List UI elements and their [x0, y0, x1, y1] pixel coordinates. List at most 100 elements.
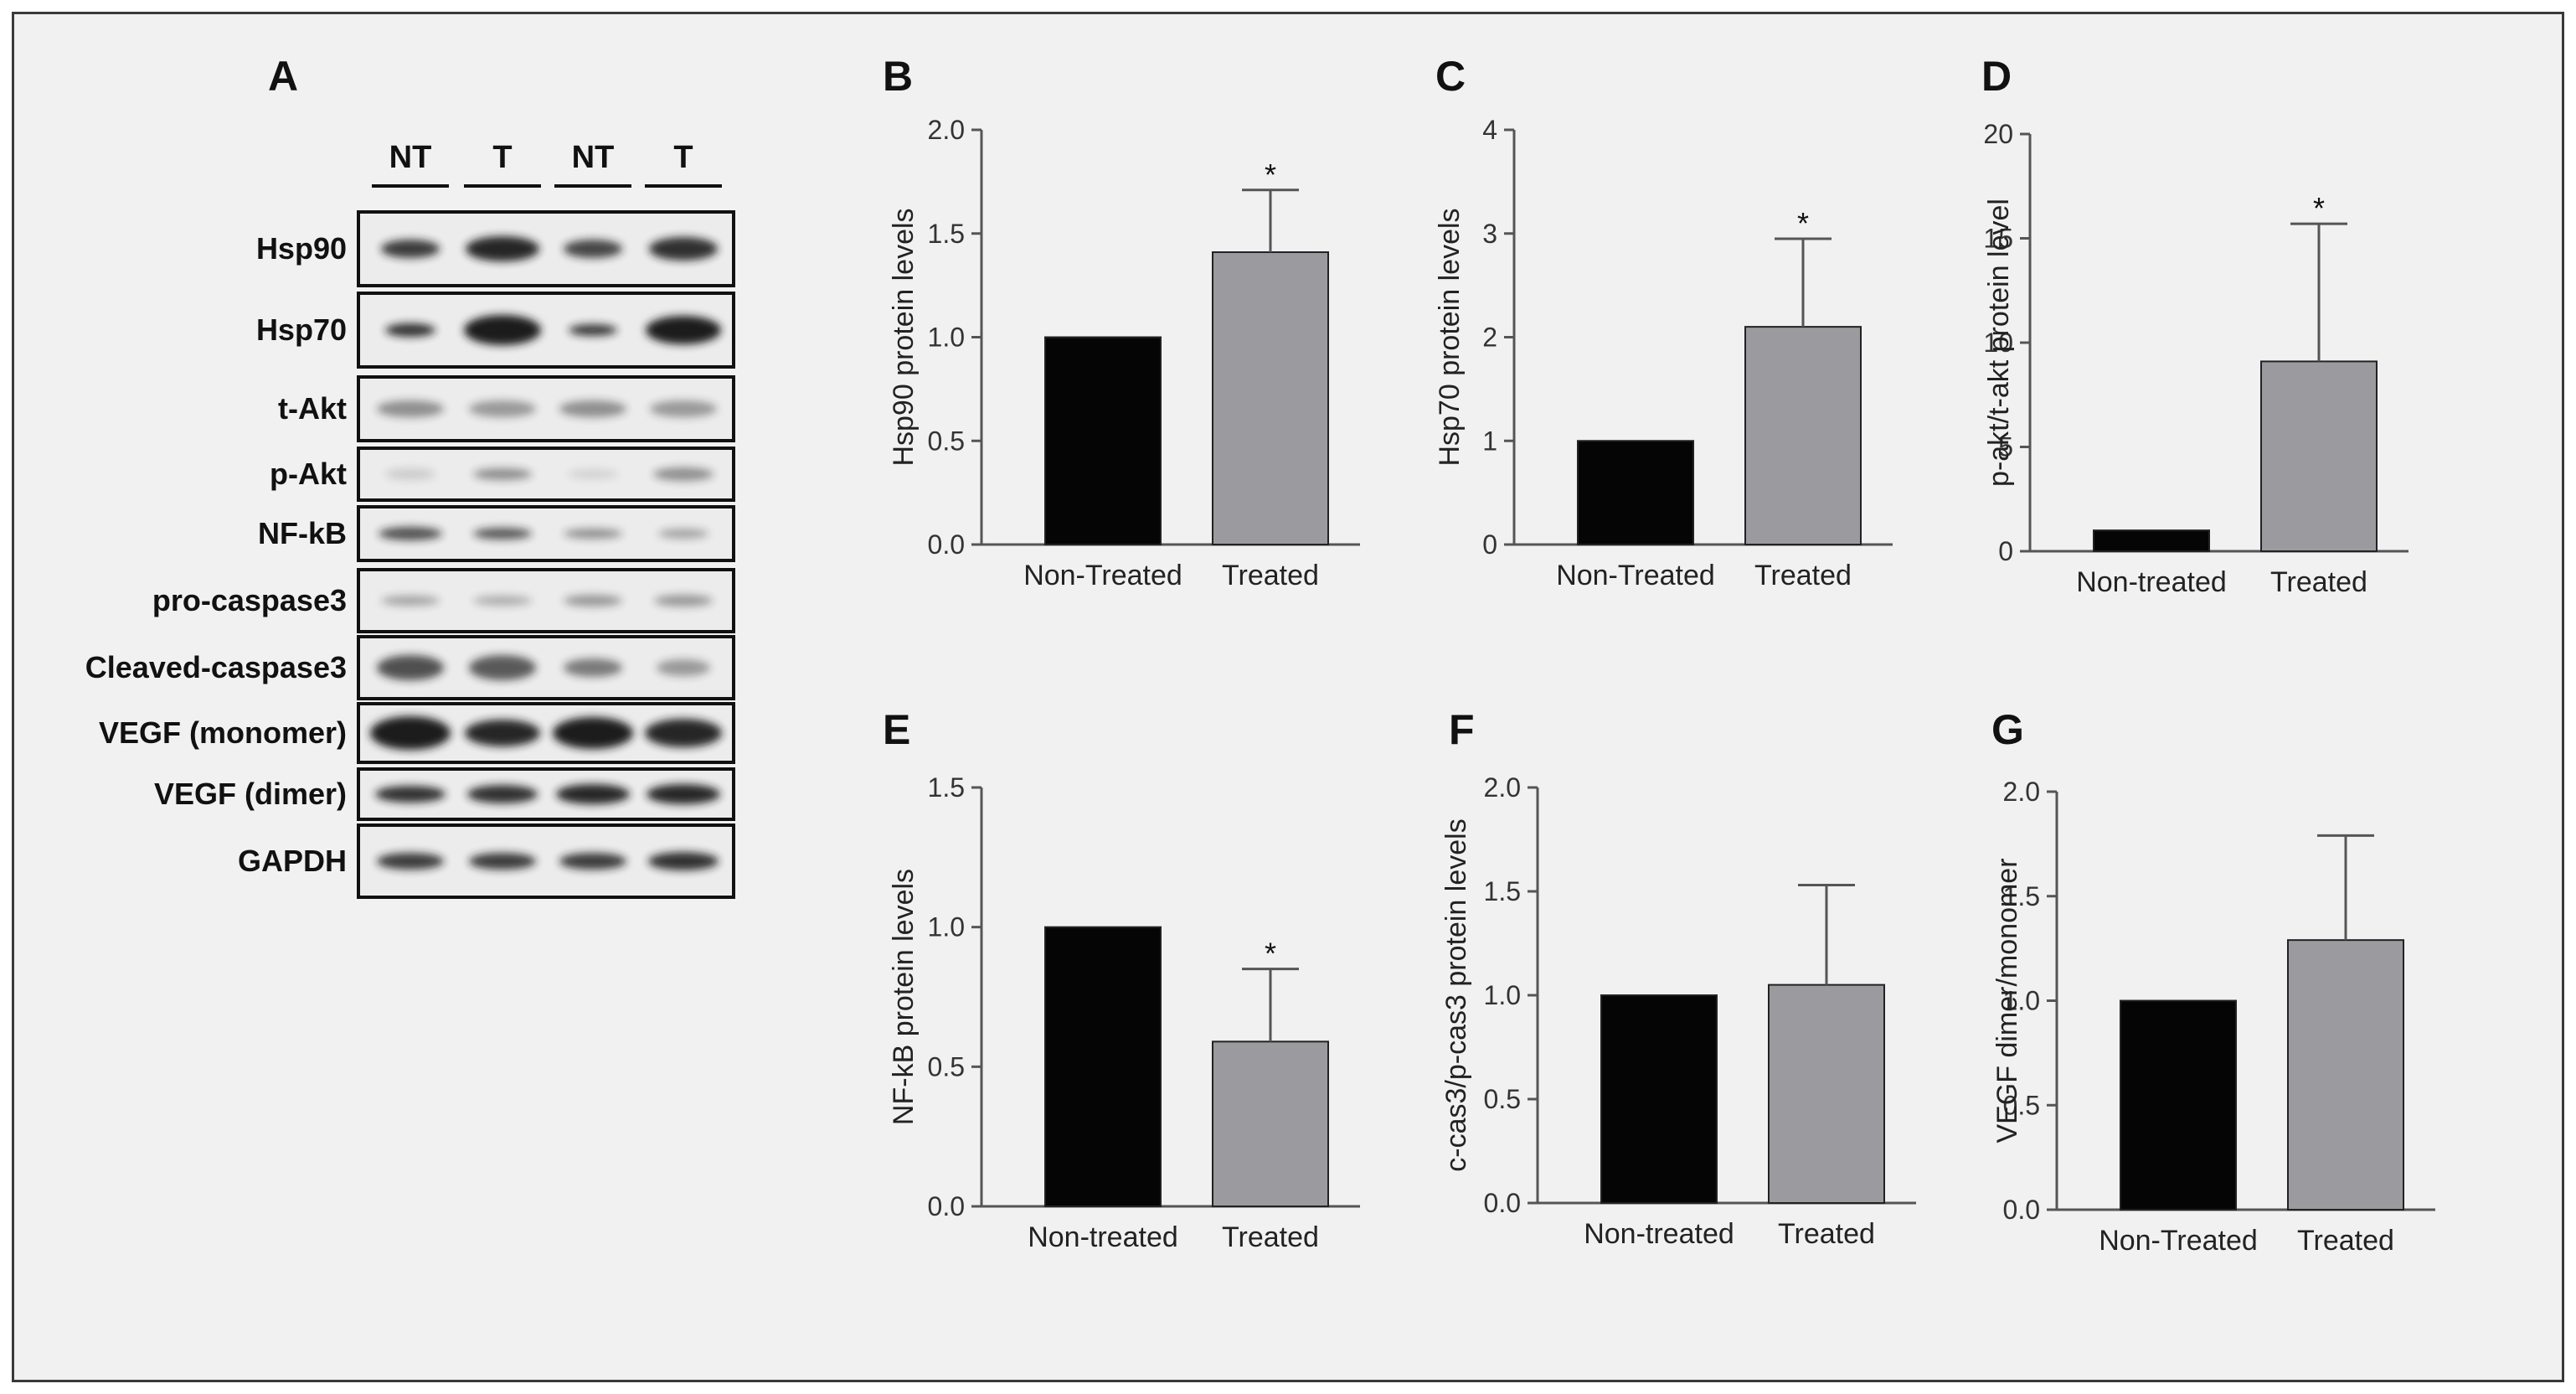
blot-row: VEGF (monomer): [99, 702, 735, 764]
blot-row: GAPDH: [238, 823, 735, 899]
y-tick-label: 0.0: [928, 529, 965, 560]
blot-band: [553, 717, 633, 749]
blot-band: [464, 315, 541, 345]
blot-band: [385, 323, 435, 337]
blot-band: [646, 316, 721, 344]
blot-band: [569, 324, 617, 336]
bar-non-treated: [1600, 994, 1718, 1204]
blot-band: [564, 529, 622, 539]
significance-marker: *: [1265, 937, 1276, 971]
y-tick-label: 0.0: [2003, 1195, 2040, 1225]
blot-row: t-Akt: [278, 375, 735, 442]
category-label: Treated: [2270, 566, 2367, 598]
chart-panel-f: F 0.0 0.5 1.0 1.5 2.0 c-cas3/p-cas3 protein le…: [1440, 706, 1916, 1250]
y-tick-label: 2: [1482, 323, 1497, 353]
blot-band: [469, 400, 536, 417]
panel-letter: E: [883, 706, 910, 753]
protein-label: Hsp90: [256, 231, 347, 266]
panel-letter: B: [883, 53, 913, 100]
chart-panel-g: G 0.0 0.5 1.0 1.5 2.0 VEGF dimer/monomer Non-Tr…: [1991, 706, 2435, 1257]
bar-treated: [1212, 251, 1329, 545]
blot-band: [375, 786, 446, 803]
y-axis-label: Hsp90 protein levels: [888, 208, 920, 466]
bar-treated: [1768, 984, 1885, 1204]
blot-band: [564, 240, 622, 258]
category-label: Treated: [1222, 560, 1319, 591]
y-tick-label: 2.0: [928, 115, 965, 145]
category-label: Treated: [1222, 1221, 1319, 1253]
lane-label: T: [492, 140, 512, 175]
blot-band: [469, 655, 536, 680]
chart-panel-d: D 0 5 10 15 20 p-akt/t-akt protein level Non-tr…: [1981, 53, 2409, 598]
significance-marker: *: [2313, 191, 2325, 225]
western-blot-panel: A NT T NT T Hsp90 Hsp70 t-Akt p-Akt NF-kB pro-ca…: [85, 53, 735, 899]
blot-row: Hsp70: [256, 292, 735, 369]
y-tick-label: 1: [1482, 426, 1497, 456]
blot-band: [473, 596, 532, 606]
category-label: Non-Treated: [2099, 1225, 2258, 1257]
blot-band: [559, 400, 626, 417]
category-label: Non-Treated: [1556, 560, 1715, 591]
panel-letter: G: [1991, 706, 2024, 753]
chart-panel-e: E 0.0 0.5 1.0 1.5 NF-kB protein levels Non-tre…: [883, 706, 1360, 1253]
category-label: Non-Treated: [1023, 560, 1182, 591]
blot-band: [385, 468, 435, 480]
blot-row: pro-caspase3: [152, 568, 735, 633]
category-label: Non-treated: [1028, 1221, 1178, 1253]
bar-non-treated: [1044, 926, 1162, 1207]
bar-charts: B 0.0 0.5 1.0 1.5 2.0 Hsp90 protein levels Non-…: [883, 53, 2435, 1257]
y-axis-label: NF-kB protein levels: [888, 869, 920, 1125]
bar-non-treated: [2120, 999, 2237, 1211]
blot-band: [645, 719, 722, 747]
blot-band: [649, 237, 718, 261]
bar-treated: [2260, 360, 2378, 552]
y-tick-label: 1.5: [928, 219, 965, 249]
y-tick-label: 0: [1998, 536, 2013, 566]
y-tick-label: 1.5: [928, 772, 965, 803]
y-tick-label: 1.5: [2003, 881, 2040, 911]
bar-non-treated: [1044, 336, 1162, 545]
blot-band: [467, 785, 538, 803]
protein-label: pro-caspase3: [152, 583, 347, 617]
category-label: Treated: [2297, 1225, 2394, 1257]
significance-marker: *: [1265, 157, 1276, 192]
blot-rows: Hsp90 Hsp70 t-Akt p-Akt NF-kB pro-caspase3 Cle…: [85, 210, 735, 899]
category-label: Treated: [1754, 560, 1852, 591]
y-tick-label: 2.0: [2003, 777, 2040, 807]
y-axis-label: VEGF dimer/monomer: [1991, 858, 2023, 1143]
blot-band: [568, 469, 618, 479]
blot-band: [564, 658, 622, 677]
chart-panel-b: B 0.0 0.5 1.0 1.5 2.0 Hsp90 protein levels Non-…: [883, 53, 1360, 591]
blot-band: [658, 529, 708, 539]
blot-band: [370, 716, 451, 750]
y-tick-label: 5: [1998, 432, 2013, 462]
bar-treated: [2287, 939, 2404, 1211]
bar-non-treated: [1577, 440, 1694, 545]
blot-band: [648, 852, 719, 870]
significance-marker: *: [1797, 206, 1809, 240]
y-tick-label: 1.0: [1484, 980, 1521, 1010]
blot-band: [465, 720, 540, 746]
y-tick-label: 1.5: [1484, 876, 1521, 906]
blot-band: [466, 236, 539, 261]
category-label: Non-treated: [1584, 1218, 1734, 1250]
blot-band: [564, 595, 622, 607]
y-tick-label: 1.0: [2003, 986, 2040, 1016]
y-tick-label: 0.5: [928, 426, 965, 456]
y-tick-label: 0.0: [928, 1191, 965, 1221]
lane-label: NT: [572, 140, 615, 175]
category-label: Treated: [1778, 1218, 1875, 1250]
panel-letter: F: [1449, 706, 1475, 753]
y-tick-label: 0.0: [1484, 1188, 1521, 1218]
y-tick-label: 1.0: [928, 912, 965, 942]
blot-row: Cleaved-caspase3: [85, 635, 735, 700]
panel-letter-a: A: [268, 53, 298, 100]
protein-label: Hsp70: [256, 312, 347, 347]
protein-label: NF-kB: [258, 516, 347, 550]
y-tick-label: 0: [1482, 529, 1497, 560]
blot-band: [473, 528, 532, 540]
blot-band: [377, 400, 444, 417]
panel-letter: C: [1435, 53, 1466, 100]
y-axis-label: Hsp70 protein levels: [1434, 208, 1466, 466]
